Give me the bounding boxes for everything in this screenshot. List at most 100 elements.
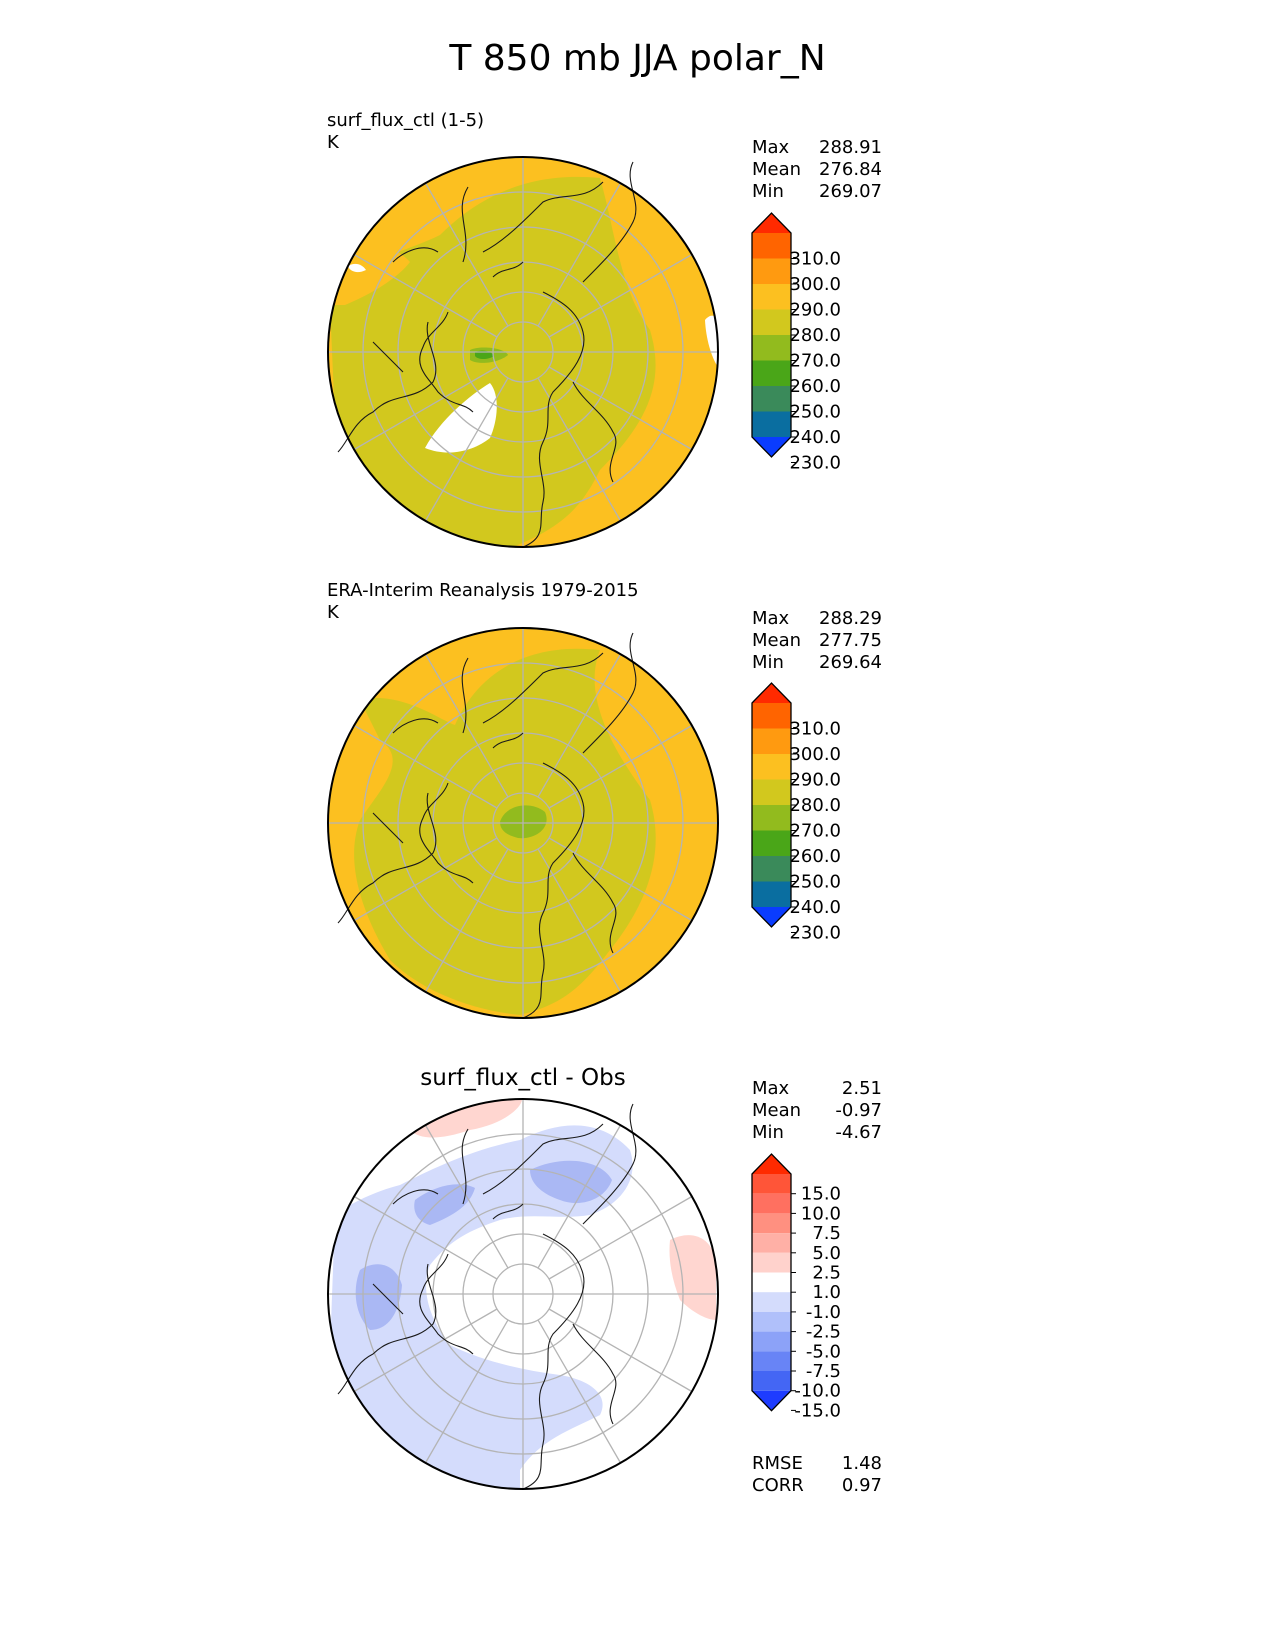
meridian-line — [548, 366, 693, 451]
colorbar-tick-label: 280.0 — [789, 325, 841, 346]
colorbar-tick-label: 15.0 — [801, 1184, 841, 1205]
panel-2-units: K — [327, 602, 339, 623]
meridian-line — [548, 1195, 693, 1280]
coastline-segment — [337, 1263, 437, 1395]
map1-cold-core — [475, 350, 494, 359]
colorbar-tick-label: 240.0 — [789, 427, 841, 448]
colorbar-segment — [752, 1371, 791, 1391]
colorbar-tick-label: 260.0 — [789, 846, 841, 867]
colorbar-segment — [752, 1331, 791, 1352]
meridian-line — [353, 724, 498, 809]
colorbar-tick-label: 7.5 — [812, 1223, 841, 1244]
colorbar-segment — [752, 411, 791, 437]
meridian-line — [537, 848, 622, 993]
panel-1-units: K — [327, 132, 339, 153]
coastline-segment — [461, 181, 604, 263]
meridian-line — [353, 253, 498, 338]
polar-map-model — [328, 157, 718, 547]
meridian-line — [424, 182, 509, 327]
colorbar-extend-min — [752, 907, 791, 927]
colorbar-segment — [752, 805, 791, 831]
colorbar-segment — [752, 258, 791, 284]
colorbar-segment — [752, 1213, 791, 1234]
coastline-segment — [582, 632, 637, 754]
coastline-segment — [419, 311, 474, 413]
colorbar-segment — [752, 830, 791, 856]
colorbar-tick-label: 280.0 — [789, 795, 841, 816]
map-border-1 — [327, 156, 719, 548]
colorbar-segment — [752, 284, 791, 310]
colorbar-tick-label: 230.0 — [789, 923, 841, 944]
colorbar-tick-label: 240.0 — [789, 897, 841, 918]
coastline-map-2 — [337, 632, 637, 1019]
colorbar-segment — [752, 1272, 791, 1293]
meridian-line — [424, 1319, 509, 1464]
colorbar-tick-label: 2.5 — [812, 1263, 841, 1284]
meridian-line — [548, 1308, 693, 1393]
map1-mid-field — [330, 176, 656, 547]
colorbar-segment — [752, 881, 791, 907]
meridian-line — [353, 1308, 498, 1393]
coastline-segment — [461, 652, 604, 734]
colorbar-reanalysis: 310.0 300.0 290.0 280.0 270.0 260.0 250.0 240.0… — [751, 682, 841, 944]
polar-map-reanalysis — [328, 628, 718, 1018]
map-border-2 — [327, 627, 719, 1019]
colorbar-segment — [752, 779, 791, 805]
coastline-segment — [522, 1233, 585, 1490]
panel-1-name: surf_flux_ctl (1-5) — [327, 110, 485, 131]
colorbar-tick-label: 260.0 — [789, 376, 841, 397]
colorbar-tick-label: -2.5 — [806, 1322, 841, 1343]
meridian-line — [353, 366, 498, 451]
colorbar-segment — [752, 1351, 791, 1371]
colorbar-tick-label: 300.0 — [789, 744, 841, 765]
colorbar-segment — [752, 1174, 791, 1194]
coastline-segment — [392, 1189, 524, 1220]
coastline-segment — [522, 291, 585, 548]
coastline-segment — [461, 1123, 604, 1205]
panel-3-stats: Max 2.51 Mean -0.97 Min -4.67 — [752, 1078, 882, 1143]
colorbar-segment — [752, 233, 791, 259]
coastline-segment — [372, 1283, 617, 1425]
colorbar-tick-label: 1.0 — [812, 1282, 841, 1303]
colorbar-segment — [752, 1233, 791, 1253]
map-border-3 — [327, 1098, 719, 1490]
coastline-segment — [582, 1103, 637, 1225]
meridian-line — [548, 253, 693, 338]
map-borders — [327, 156, 719, 1490]
meridian-line — [353, 837, 498, 922]
colorbar-tick-label: 250.0 — [789, 402, 841, 423]
meridian-line — [424, 653, 509, 798]
colorbar-tick-label: -15.0 — [794, 1400, 841, 1421]
coastline-segment — [419, 782, 474, 884]
map-gridlines — [328, 157, 718, 1489]
meridian-line — [548, 837, 693, 922]
coastline-segment — [372, 812, 617, 954]
colorbar-segment — [752, 1252, 791, 1273]
map3-negative-core-north — [414, 1184, 475, 1225]
coastline-segment — [372, 341, 617, 483]
colorbar-tick-label: 290.0 — [789, 300, 841, 321]
coastline-map-1 — [337, 161, 637, 548]
colorbar-segment — [752, 309, 791, 335]
colorbar-tick-label: 5.0 — [812, 1243, 841, 1264]
colorbar-segment — [752, 335, 791, 361]
colorbar-tick-label: 250.0 — [789, 872, 841, 893]
colorbar-tick-label: -1.0 — [806, 1302, 841, 1323]
panel-3-title: surf_flux_ctl - Obs — [420, 1065, 626, 1091]
colorbar-tick-label: 270.0 — [789, 821, 841, 842]
colorbar-segment — [752, 360, 791, 386]
colorbar-tick-label: -5.0 — [806, 1341, 841, 1362]
colorbar-extend-max — [752, 213, 791, 233]
colorbar-segment — [752, 856, 791, 882]
coastline-segment — [392, 247, 524, 278]
gridlines-map-1 — [328, 157, 718, 547]
meridian-line — [537, 1124, 622, 1269]
colorbar-extend-min — [752, 1390, 791, 1411]
panel-3-metrics: RMSE 1.48 CORR 0.97 — [752, 1453, 882, 1496]
meridian-line — [424, 377, 509, 522]
colorbar-extend-max — [752, 683, 791, 703]
colorbar-segment — [752, 1292, 791, 1312]
gridlines-map-2 — [328, 628, 718, 1018]
colorbar-tick-label: 310.0 — [789, 249, 841, 270]
